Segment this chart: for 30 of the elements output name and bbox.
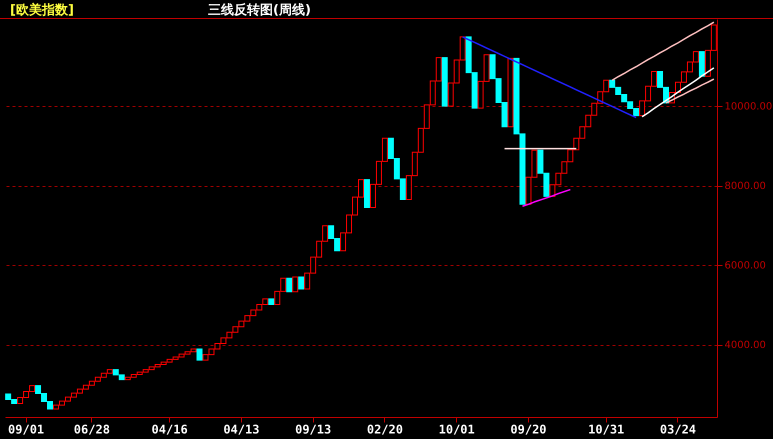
y-tick-label: 10000.00 [724, 102, 772, 113]
chart-subtitle: [欧美指数] [10, 2, 74, 19]
line-series [522, 188, 572, 208]
bar [298, 276, 304, 290]
y-tick-label: 4000.00 [724, 340, 766, 352]
x-tick-label: 04/16 [152, 422, 188, 436]
x-tick-label: 06/28 [74, 422, 110, 436]
x-tick-label: 04/13 [223, 422, 260, 436]
bar [698, 51, 705, 77]
bar [508, 58, 514, 128]
x-tick-label: 10/01 [438, 422, 475, 436]
x-tick-label: 10/31 [588, 422, 624, 436]
x-tick-label: 09/20 [510, 422, 547, 436]
x-tick-label: 09/13 [295, 422, 332, 436]
chart-title: 三线反转图(周线) [208, 2, 311, 19]
y-tick-label: 8000.00 [724, 181, 766, 192]
x-tick-label: 09/01 [8, 422, 44, 436]
bar [442, 57, 448, 107]
x-tick-label: 02/20 [366, 422, 403, 436]
line-series [462, 36, 637, 118]
line-series [611, 21, 715, 81]
bar [268, 298, 274, 305]
bar [364, 179, 370, 208]
x-tick-label: 03/24 [660, 422, 696, 436]
bar [196, 348, 203, 361]
line-series [641, 67, 715, 118]
bar [286, 278, 292, 292]
y-tick-label: 6000.00 [724, 260, 766, 272]
line-series [665, 78, 715, 104]
bar [292, 276, 298, 292]
